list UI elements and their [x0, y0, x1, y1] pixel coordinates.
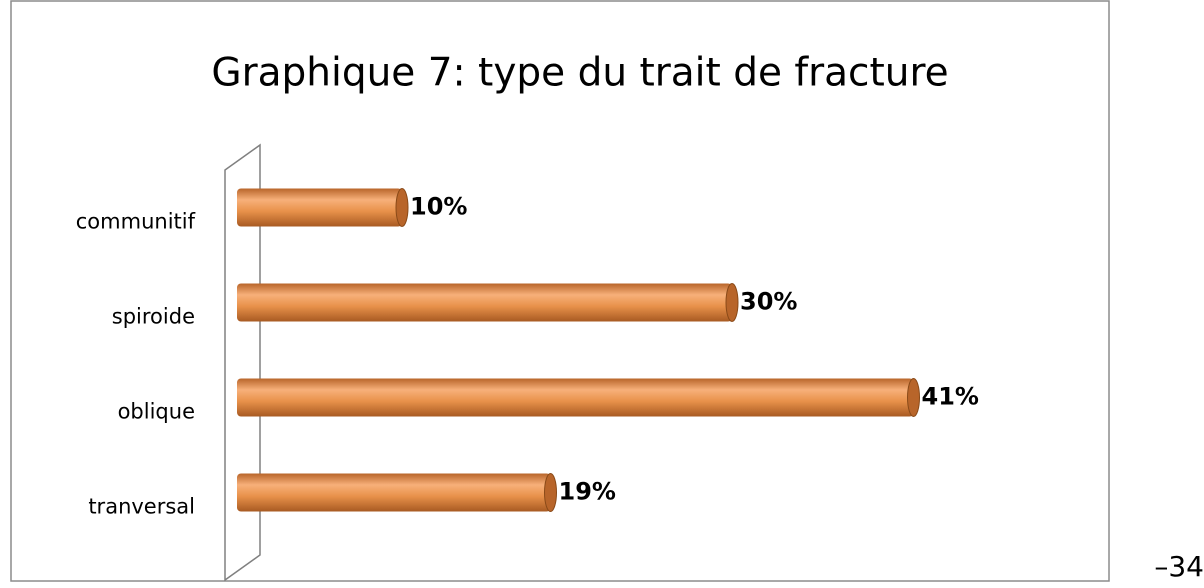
y-tick-label: tranversal: [88, 495, 195, 519]
value-label: 41%: [922, 383, 979, 411]
value-label: 10%: [410, 193, 467, 221]
chart-title: Graphique 7: type du trait de fracture: [211, 51, 948, 96]
value-label: 19%: [559, 478, 616, 506]
axis-wall: [224, 143, 261, 582]
bar: [237, 283, 739, 322]
bar: [237, 188, 409, 227]
y-tick-label: communitif: [76, 210, 196, 234]
value-label: 30%: [740, 288, 797, 316]
y-tick-label: spiroide: [112, 305, 195, 329]
bar: [237, 378, 920, 417]
bar: [237, 473, 557, 512]
y-tick-label: oblique: [118, 400, 195, 424]
page-number: –34: [1154, 550, 1204, 583]
